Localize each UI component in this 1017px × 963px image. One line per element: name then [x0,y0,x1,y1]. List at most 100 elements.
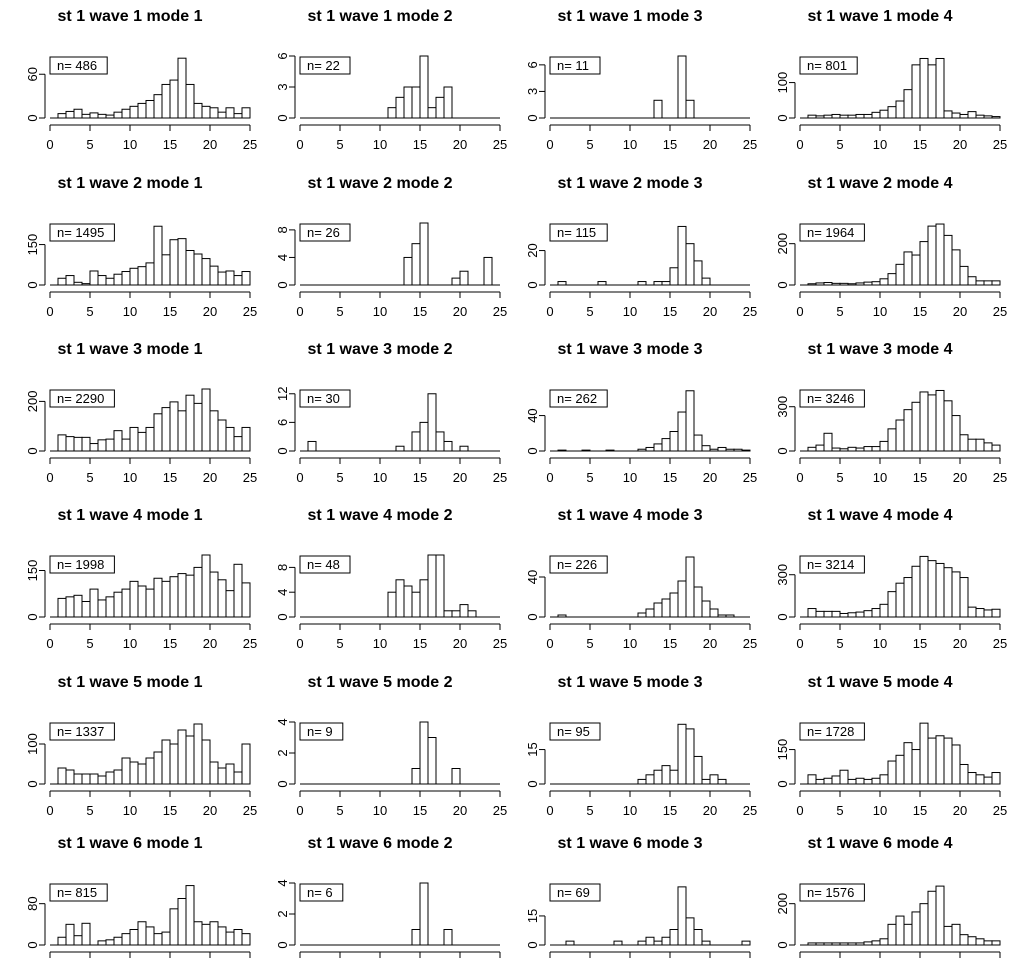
panel-title: st 1 wave 3 mode 4 [808,341,953,358]
x-tick-label: 10 [123,304,137,319]
histogram-panel: st 1 wave 4 mode 2 0 4 8 0 5 10 15 20 25 n= 48 [275,507,507,651]
histogram-bar [951,112,961,119]
histogram-bar [161,580,171,618]
y-tick-label: 0 [775,447,790,454]
histogram-bar [863,113,873,119]
histogram-bar [871,608,881,618]
histogram-bar [807,942,817,946]
histogram-panel: st 1 wave 2 mode 2 0 4 8 0 5 10 15 20 25 n= 26 [275,175,507,319]
histogram-bar [863,941,873,946]
histogram-bar [669,929,679,946]
n-label-box [49,389,115,408]
x-tick-label: 0 [46,803,53,818]
histogram-bar [983,609,993,618]
histogram-bar [701,277,711,286]
x-tick-label: 10 [123,636,137,651]
x-tick-label: 0 [296,470,303,485]
n-label: n= 3246 [807,391,854,406]
histogram-bar [919,391,929,452]
histogram-bar [177,238,187,286]
n-label: n= 69 [557,885,590,900]
histogram-panel: st 1 wave 1 mode 3 0 3 6 0 5 10 15 20 25 n= 11 [525,8,757,152]
x-tick-label: 0 [546,137,553,152]
y-tick-label: 6 [525,61,540,68]
histogram-bar [81,436,91,452]
n-label-box [299,722,344,741]
histogram-bar [831,775,841,785]
histogram-bar [661,765,671,785]
n-label-box [299,389,351,408]
histogram-bar [943,400,953,452]
histogram-bar [863,610,873,618]
panel-title: st 1 wave 6 mode 4 [808,835,953,852]
histogram-bar [863,281,873,286]
n-label: n= 1576 [807,885,854,900]
y-tick-label: 15 [525,742,540,756]
x-tick-label: 5 [836,137,843,152]
panel-title: st 1 wave 5 mode 1 [58,674,203,691]
histogram-bar [919,555,929,618]
histogram-bar [975,438,985,452]
n-label: n= 226 [557,557,597,572]
histogram-bar [669,769,679,785]
x-tick-label: 5 [836,636,843,651]
histogram-bar [121,757,131,785]
x-tick-label: 20 [453,470,467,485]
histogram-bar [97,113,107,119]
n-label-box [299,56,351,75]
histogram-bar [701,600,711,618]
x-tick-label: 5 [836,470,843,485]
histogram-bar [443,929,453,946]
histogram-panel: st 1 wave 4 mode 3 0 40 0 5 10 15 20 25 n= 226 [525,507,757,651]
histogram-bar [129,580,139,618]
histogram-bar [983,442,993,452]
histogram-bar [975,608,985,618]
histogram-bar [241,426,251,452]
histogram-bar [387,591,397,618]
histogram-bar [895,754,905,785]
histogram-bar [427,737,437,785]
x-tick-label: 10 [123,470,137,485]
x-tick-label: 0 [296,304,303,319]
histogram-bar [927,394,937,452]
histogram-bar [209,921,219,946]
histogram-bar [895,100,905,119]
histogram-bar [839,612,849,618]
histogram-bar [241,933,251,946]
histogram-bar [81,773,91,785]
x-tick-label: 10 [623,636,637,651]
x-tick-label: 20 [703,137,717,152]
x-tick-label: 10 [623,137,637,152]
histogram-bar [201,388,211,452]
histogram-bar [967,606,977,618]
histogram-bar [121,108,131,119]
histogram-bar [871,446,881,452]
histogram-bar [831,447,841,452]
x-tick-label: 5 [586,636,593,651]
y-tick-label: 4 [275,589,290,596]
x-tick-label: 20 [203,304,217,319]
histogram-panel: st 1 wave 5 mode 1 0 100 0 5 10 15 20 25 n= 1337 [25,674,257,818]
x-tick-label: 15 [663,137,677,152]
y-tick-label: 0 [775,114,790,121]
histogram-bar [661,281,671,286]
histogram-bar [225,590,235,618]
x-tick-label: 0 [46,636,53,651]
x-tick-label: 10 [373,636,387,651]
histogram-bar [161,739,171,785]
histogram-bar [153,933,163,946]
n-label-box [549,883,601,902]
y-tick-label: 2 [275,910,290,917]
x-tick-label: 15 [913,803,927,818]
y-tick-label: 100 [25,733,40,755]
histogram-bar [991,444,1001,452]
histogram-bar [137,431,147,452]
y-tick-label: 6 [275,52,290,59]
histogram-bar [831,113,841,119]
y-tick-label: 0 [25,447,40,454]
histogram-bar [815,778,825,785]
histogram-bar [991,772,1001,785]
histogram-bar [193,102,203,119]
x-tick-label: 25 [493,803,507,818]
